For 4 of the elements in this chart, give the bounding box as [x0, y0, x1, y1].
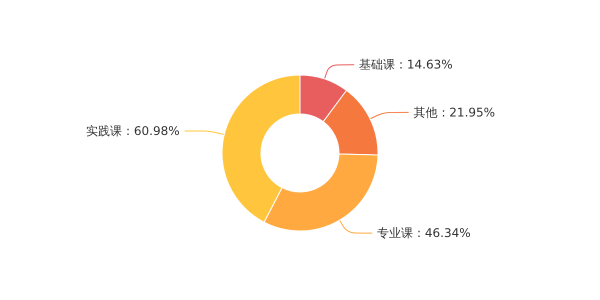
slice-label: 实践课 : 60.98% [86, 124, 180, 138]
slice-label: 专业课 : 46.34% [377, 226, 471, 240]
slice-label: 其他 : 21.95% [414, 105, 496, 120]
slice-label: 基础课 : 14.63% [359, 58, 453, 72]
